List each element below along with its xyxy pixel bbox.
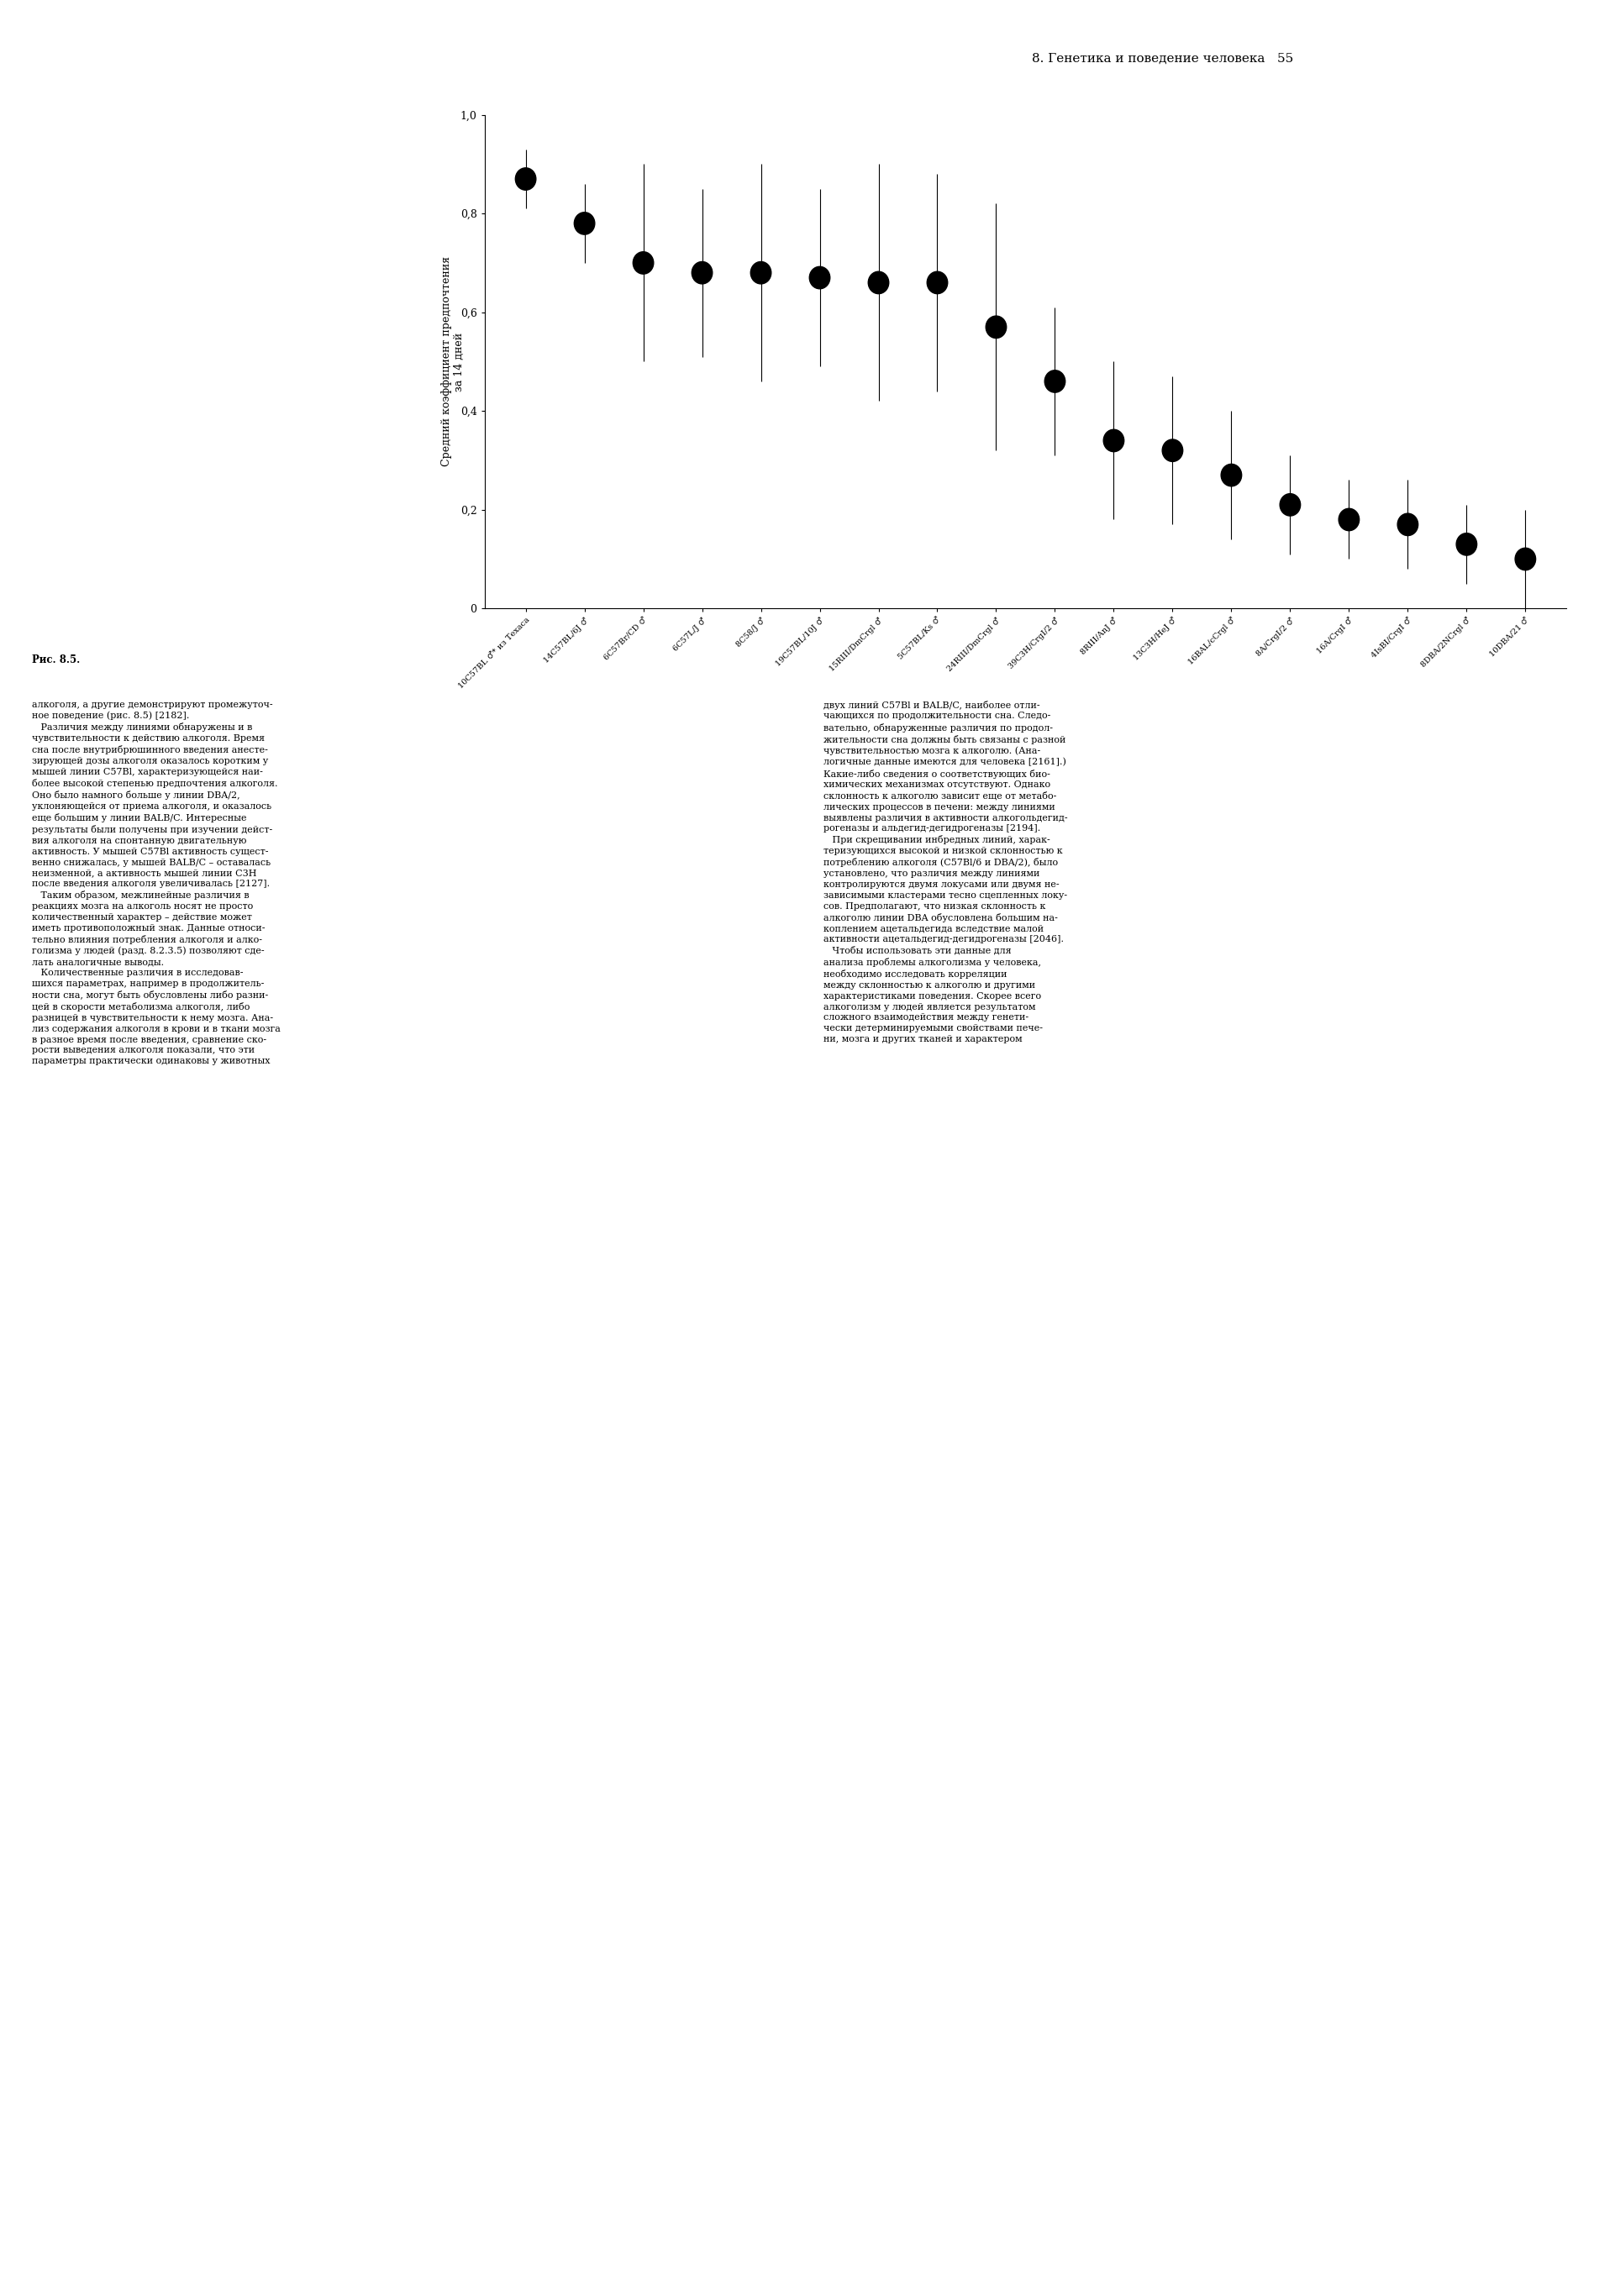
- Ellipse shape: [809, 266, 830, 289]
- Ellipse shape: [751, 262, 772, 285]
- Ellipse shape: [633, 253, 654, 273]
- Ellipse shape: [1279, 494, 1300, 517]
- Ellipse shape: [869, 271, 888, 294]
- Ellipse shape: [515, 168, 536, 191]
- Ellipse shape: [927, 271, 948, 294]
- Ellipse shape: [1045, 370, 1066, 393]
- Text: двух линий С57Bl и BALB/C, наиболее отли-
чающихся по продолжительности сна. Сле: двух линий С57Bl и BALB/C, наиболее отли…: [824, 700, 1068, 1042]
- Ellipse shape: [1103, 429, 1124, 452]
- Ellipse shape: [1515, 549, 1536, 569]
- Ellipse shape: [1397, 514, 1418, 535]
- Text: алкоголя, а другие демонстрируют промежуточ-
ное поведение (рис. 8.5) [2182].
  : алкоголя, а другие демонстрируют промежу…: [32, 700, 281, 1065]
- Ellipse shape: [1221, 464, 1242, 487]
- Ellipse shape: [1457, 533, 1476, 556]
- Ellipse shape: [691, 262, 712, 285]
- Y-axis label: Средний коэффициент предпочтения
за 14 дней: Средний коэффициент предпочтения за 14 д…: [441, 257, 465, 466]
- Ellipse shape: [1163, 439, 1182, 461]
- Text: Рис. 8.5.: Рис. 8.5.: [32, 654, 81, 666]
- Ellipse shape: [575, 211, 594, 234]
- Text: 8. Генетика и поведение человека   55: 8. Генетика и поведение человека 55: [1032, 53, 1294, 64]
- Ellipse shape: [1339, 507, 1360, 530]
- Ellipse shape: [985, 317, 1006, 338]
